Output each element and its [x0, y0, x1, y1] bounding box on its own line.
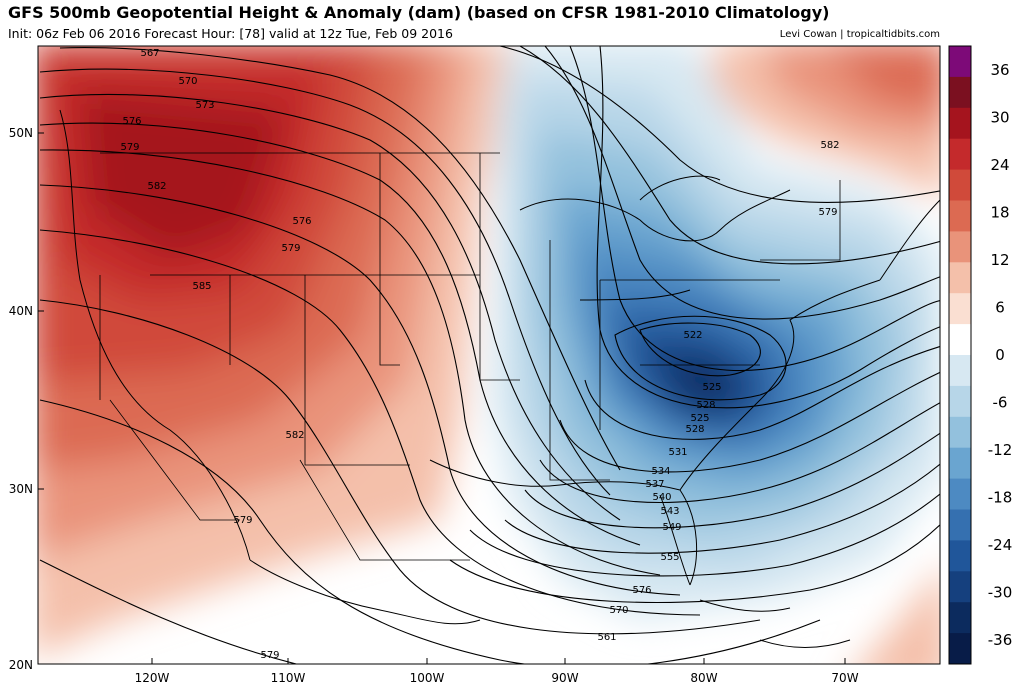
contour-label: 582	[147, 181, 166, 192]
political-borders	[99, 152, 841, 561]
colorbar-tick-label: 24	[990, 156, 1009, 174]
colorbar-tick-label: -24	[988, 536, 1013, 554]
colorbar-legend: 36 30 24 18 12 6 0 -6 -12 -18 -24 -30 -36	[948, 45, 1013, 665]
colorbar-swatch	[949, 602, 971, 634]
contour-label: 534	[651, 466, 670, 477]
contour-label: 528	[696, 400, 715, 411]
colorbar-swatch	[949, 385, 971, 418]
colorbar-tick-label: -30	[988, 584, 1013, 602]
contour-label: 525	[690, 413, 709, 424]
contour-label: 573	[195, 100, 214, 111]
lon-label-100w: 100W	[410, 671, 445, 685]
colorbar-swatch	[949, 324, 971, 356]
colorbar-swatch	[949, 107, 971, 140]
colorbar-swatch	[949, 540, 971, 572]
colorbar-swatch	[949, 231, 971, 263]
colorbar-tick-label: -36	[988, 631, 1013, 649]
contour-label: 579	[281, 243, 300, 254]
contour-label: 531	[668, 447, 687, 458]
forecast-info: Init: 06z Feb 06 2016 Forecast Hour: [78…	[8, 26, 453, 41]
lat-label-40n: 40N	[9, 304, 33, 318]
lon-label-120w: 120W	[135, 671, 170, 685]
colorbar-swatch	[949, 571, 971, 603]
colorbar-swatch	[949, 262, 971, 294]
colorbar-tick-label: 30	[990, 108, 1009, 126]
contour-label: 576	[292, 216, 311, 227]
contour-label: 522	[683, 330, 702, 341]
lon-label-70w: 70W	[831, 671, 858, 685]
colorbar-tick-label: 18	[990, 203, 1009, 221]
colorbar-tick-label: 12	[990, 251, 1009, 269]
contour-label: 576	[122, 116, 141, 127]
lon-label-80w: 80W	[690, 671, 717, 685]
colorbar-swatch	[949, 355, 971, 387]
graticule	[38, 132, 846, 664]
colorbar-tick-label: -6	[993, 394, 1008, 412]
lat-label-30n: 30N	[9, 482, 33, 496]
lon-label-110w: 110W	[271, 671, 306, 685]
colorbar-swatch	[949, 416, 971, 449]
author-credit: Levi Cowan | tropicaltidbits.com	[779, 29, 940, 40]
contour-label: 570	[609, 605, 628, 616]
coastlines	[59, 109, 940, 648]
colorbar-swatch	[949, 138, 971, 171]
contour-labels: 567 570 573 576 579 582 585 576 579 582 579 579 582 5…	[120, 48, 839, 661]
colorbar-swatch	[949, 447, 971, 480]
colorbar-tick-label: -12	[988, 441, 1013, 459]
colorbar-swatch	[949, 293, 971, 325]
contour-label: 582	[820, 140, 839, 151]
colorbar-swatch	[949, 509, 971, 541]
contour-label: 540	[652, 492, 671, 503]
colorbar-swatch	[949, 76, 971, 109]
map-frame	[37, 45, 941, 665]
contour-label: 567	[140, 48, 159, 59]
contour-label: 555	[660, 552, 679, 563]
contour-label: 570	[178, 76, 197, 87]
lat-label-50n: 50N	[9, 126, 33, 140]
contour-label: 579	[120, 142, 139, 153]
colorbar-swatch	[949, 478, 971, 510]
contour-label: 549	[662, 522, 681, 533]
height-contours	[39, 46, 940, 664]
contour-label: 579	[260, 650, 279, 661]
contour-label: 537	[645, 479, 664, 490]
colorbar-tick-label: 36	[990, 61, 1009, 79]
contour-label: 525	[702, 382, 721, 393]
colorbar-swatch	[949, 200, 971, 232]
contour-label: 543	[660, 506, 679, 517]
anomaly-field	[38, 46, 940, 664]
colorbar-swatch	[949, 46, 971, 78]
contour-label: 576	[632, 585, 651, 596]
contour-label: 579	[818, 207, 837, 218]
lon-label-90w: 90W	[551, 671, 578, 685]
contour-label: 582	[285, 430, 304, 441]
contour-label: 561	[597, 632, 616, 643]
contour-label: 579	[233, 515, 252, 526]
colorbar-tick-label: 0	[995, 346, 1005, 364]
contour-label: 585	[192, 281, 211, 292]
page-title: GFS 500mb Geopotential Height & Anomaly …	[8, 3, 830, 22]
colorbar-tick-label: 6	[995, 298, 1005, 316]
colorbar-frame	[948, 45, 972, 665]
colorbar-tick-label: -18	[988, 489, 1013, 507]
contour-label: 528	[685, 424, 704, 435]
lat-label-20n: 20N	[9, 658, 33, 672]
colorbar-swatch	[949, 169, 971, 201]
colorbar-swatch	[949, 633, 971, 665]
